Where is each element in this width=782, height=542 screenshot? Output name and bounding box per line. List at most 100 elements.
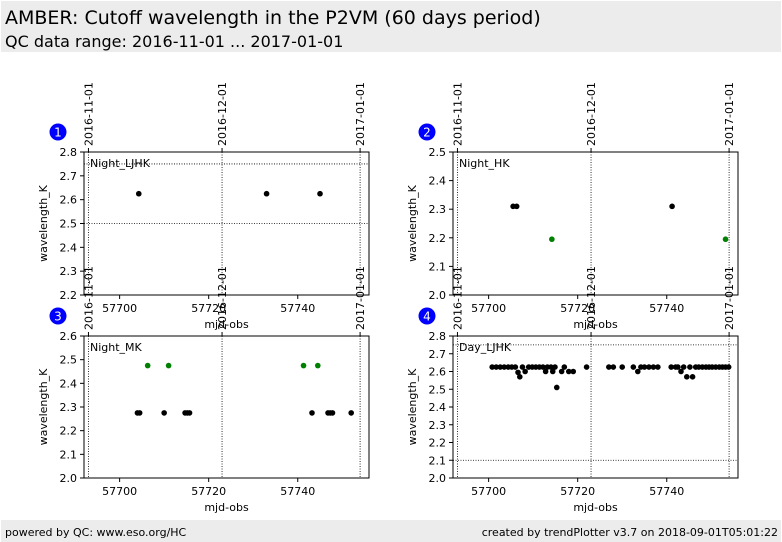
data-point [549, 368, 556, 375]
panel-annotation: Day_LJHK [459, 341, 512, 354]
x-tick-label: 57740 [280, 485, 315, 498]
data-point [565, 368, 572, 375]
data-point [317, 190, 323, 197]
x-tick-label: 57720 [191, 485, 226, 498]
date-marker-label: 2016-11-01 [82, 82, 95, 146]
panel-number-label: 4 [423, 310, 431, 324]
panel-number-badge [418, 123, 436, 141]
data-point [516, 374, 523, 380]
y-tick-label: 2.1 [429, 454, 447, 467]
y-tick-label: 2.6 [60, 194, 78, 207]
y-tick-label: 2.5 [429, 146, 447, 159]
x-tick-label: 57700 [471, 485, 506, 498]
date-marker-label: 2016-12-01 [216, 82, 229, 146]
y-axis-label: wavelength_K [37, 184, 50, 262]
y-tick-label: 2.2 [60, 289, 78, 302]
data-point [497, 364, 504, 370]
date-marker-label: 2017-01-01 [723, 266, 736, 330]
data-point [678, 368, 684, 375]
y-tick-label: 2.5 [429, 383, 447, 396]
y-tick-label: 2.8 [429, 330, 447, 343]
data-point [650, 364, 657, 370]
data-point [489, 364, 495, 370]
x-axis-label: mjd-obs [573, 501, 618, 514]
x-tick-label: 57740 [280, 302, 315, 315]
panel-number-badge [418, 307, 436, 325]
y-tick-label: 2.8 [60, 146, 78, 159]
y-tick-label: 2.1 [60, 448, 78, 461]
data-point [515, 369, 521, 376]
panel-number-badge [49, 123, 67, 141]
x-tick-label: 57720 [560, 485, 595, 498]
y-tick-label: 2.2 [429, 437, 447, 450]
plot-area [452, 335, 739, 479]
data-point [512, 364, 519, 370]
y-tick-label: 2.7 [429, 348, 447, 361]
data-point [668, 364, 675, 370]
data-point [136, 410, 143, 416]
data-point [549, 236, 555, 243]
data-point [630, 364, 637, 370]
date-marker-label: 2016-11-01 [451, 82, 464, 146]
data-point [722, 236, 729, 243]
header-bar: AMBER: Cutoff wavelength in the P2VM (60… [1, 1, 781, 52]
y-tick-label: 2.2 [60, 425, 78, 438]
data-point [548, 364, 554, 370]
date-marker-label: 2017-01-01 [723, 82, 736, 146]
data-point [641, 364, 648, 370]
date-marker-label: 2017-01-01 [354, 266, 367, 330]
y-tick-label: 2.4 [429, 175, 447, 188]
panel-number-label: 1 [54, 126, 62, 140]
y-axis-label: wavelength_K [406, 368, 419, 446]
date-marker-label: 2016-11-01 [451, 266, 464, 330]
y-tick-label: 2.6 [60, 330, 78, 343]
data-point [683, 374, 690, 380]
y-tick-label: 2.1 [429, 260, 447, 273]
panel-number-badge [49, 307, 67, 325]
data-point [583, 364, 590, 370]
data-point [635, 368, 641, 375]
panel-annotation: Night_HK [459, 157, 510, 170]
date-marker-label: 2016-11-01 [82, 266, 95, 330]
data-point [619, 364, 626, 370]
data-point [570, 368, 577, 375]
x-axis-label: mjd-obs [204, 318, 249, 331]
data-point [300, 362, 307, 369]
data-point [689, 374, 696, 380]
data-point [561, 364, 568, 370]
data-point [329, 410, 336, 416]
data-point [522, 368, 528, 375]
data-point [610, 364, 617, 370]
data-point [135, 190, 142, 197]
plot-area [452, 151, 739, 296]
data-point [348, 410, 354, 416]
panel-number-label: 3 [54, 310, 62, 324]
x-tick-label: 57720 [191, 302, 226, 315]
data-point [513, 203, 520, 210]
x-axis-label: mjd-obs [573, 318, 618, 331]
y-tick-label: 2.5 [60, 354, 78, 367]
panel-annotation: Night_MK [90, 341, 143, 354]
data-point [542, 368, 549, 375]
footer-bar: powered by QC: www.eso.org/HC created by… [1, 520, 781, 542]
y-tick-label: 2.3 [429, 203, 447, 216]
data-point [606, 364, 612, 370]
footer-powered-by: powered by QC: www.eso.org/HC [5, 526, 187, 539]
data-point [646, 364, 652, 370]
data-point [519, 364, 526, 370]
y-tick-label: 2.0 [429, 289, 447, 302]
data-point [501, 364, 508, 370]
data-point [309, 410, 315, 416]
data-point [725, 364, 732, 370]
data-point [680, 364, 687, 370]
x-tick-label: 57740 [649, 302, 684, 315]
y-tick-label: 2.5 [60, 218, 78, 231]
data-point [165, 362, 172, 369]
x-tick-label: 57720 [560, 302, 595, 315]
x-tick-label: 57700 [102, 485, 137, 498]
data-point [263, 190, 270, 197]
x-tick-label: 57740 [649, 485, 684, 498]
plot-area [83, 335, 370, 479]
y-tick-label: 2.0 [429, 472, 447, 485]
